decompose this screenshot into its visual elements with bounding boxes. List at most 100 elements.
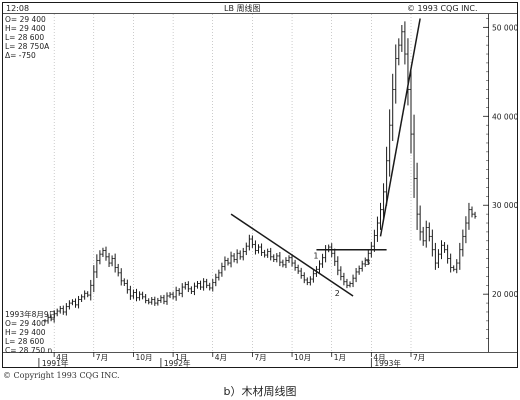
price-bar (278, 252, 282, 267)
price-bar (92, 265, 96, 293)
price-bar (257, 244, 260, 254)
price-bar (86, 291, 90, 298)
price-bar (223, 256, 227, 271)
price-bar (229, 251, 233, 268)
price-bar (400, 24, 404, 52)
price-bar (287, 255, 291, 263)
x-tick-label: 1月 (334, 353, 346, 362)
price-bar (128, 285, 132, 300)
price-bar (61, 305, 65, 315)
price-bar (174, 286, 178, 301)
price-bar (98, 250, 102, 265)
price-bar (415, 162, 419, 230)
info-open: O= 29 400 (5, 15, 46, 24)
price-bar (77, 295, 81, 309)
trend-line (230, 213, 354, 297)
info-change: Δ= -750 (5, 51, 36, 60)
price-bar (135, 288, 138, 302)
price-bar (235, 249, 239, 264)
grid-lines (53, 14, 412, 352)
price-bar (217, 269, 221, 281)
info-high: H= 29 400 (5, 24, 46, 33)
info-high-2: H= 29 400 (5, 328, 46, 337)
price-bar (293, 259, 297, 271)
chart-border (2, 2, 518, 368)
price-bar (104, 246, 108, 261)
point-label: 3 (365, 258, 370, 267)
price-bar (308, 276, 312, 286)
price-bar (220, 262, 224, 277)
price-bar (260, 243, 264, 256)
price-bar (89, 279, 93, 301)
price-bar (189, 286, 193, 294)
price-bar (95, 254, 99, 279)
x-tick-label: 7月 (413, 353, 425, 362)
price-bar (156, 297, 160, 306)
price-bar (379, 202, 382, 230)
price-bar (302, 272, 306, 284)
info-low-2: L= 28 600 (5, 337, 44, 346)
price-bar (464, 216, 468, 244)
price-bar (214, 273, 218, 287)
y-tick-label: 50 000 (492, 23, 518, 32)
price-bar (357, 265, 361, 275)
price-bar (180, 283, 184, 298)
price-bar (186, 281, 190, 293)
price-bar (80, 294, 84, 303)
price-bar (455, 259, 459, 274)
price-bar (458, 242, 462, 270)
price-bar (336, 256, 340, 276)
price-bar (394, 44, 398, 104)
price-bar (192, 282, 196, 296)
price-bar (83, 290, 87, 300)
price-bar (232, 253, 236, 263)
price-bar (318, 260, 321, 273)
info-close-2: C= 28 750 n (5, 346, 53, 355)
price-bar (470, 206, 474, 218)
price-bar (430, 229, 434, 257)
price-bar (55, 308, 59, 317)
info-box-bottom: 1993年8月9日 O= 29 400 H= 29 400 L= 28 600 … (5, 309, 56, 355)
price-bar (74, 298, 77, 308)
price-bar (348, 281, 352, 288)
price-bar (446, 244, 450, 264)
price-bar (153, 296, 157, 306)
price-bar (131, 289, 135, 299)
figure-caption: b）木材周线图 (223, 385, 297, 398)
price-bar (351, 274, 355, 288)
price-bar (46, 314, 50, 324)
trend-line (379, 18, 421, 237)
annotations: 1 2 3 (230, 18, 421, 298)
chart-title: LB 周线图 (224, 3, 261, 13)
price-bar (244, 242, 248, 256)
price-bar (443, 242, 447, 253)
price-bar (418, 205, 422, 241)
price-bar (141, 291, 145, 300)
price-bar (43, 319, 47, 323)
x-tick-label: 4月 (56, 353, 68, 362)
price-bar (266, 248, 270, 258)
price-bar (162, 294, 166, 305)
price-bar (382, 183, 386, 219)
price-bar (52, 310, 56, 323)
price-bar (49, 315, 53, 322)
chart-panel: 12:08 LB 周线图 © 1993 CQG INC. O= 29 400 H… (2, 2, 518, 368)
price-bar (211, 279, 215, 292)
price-bar (397, 38, 401, 66)
price-bar (171, 291, 175, 300)
x-tick-label: 7月 (96, 353, 108, 362)
x-tick-label: 7月 (254, 353, 266, 362)
price-bar (342, 272, 346, 286)
price-bar (275, 253, 279, 263)
y-tick-label: 30 000 (492, 201, 518, 210)
price-bar (424, 220, 428, 248)
price-bar (388, 109, 392, 177)
price-bar (208, 282, 212, 291)
point-label: 2 (335, 289, 340, 298)
x-tick-label: 10月 (294, 353, 311, 362)
price-bar (321, 253, 325, 268)
price-bar (196, 281, 199, 289)
info-last: L= 28 750A (5, 42, 50, 51)
year-label: 1993年 (374, 358, 401, 368)
price-bar (150, 297, 154, 305)
